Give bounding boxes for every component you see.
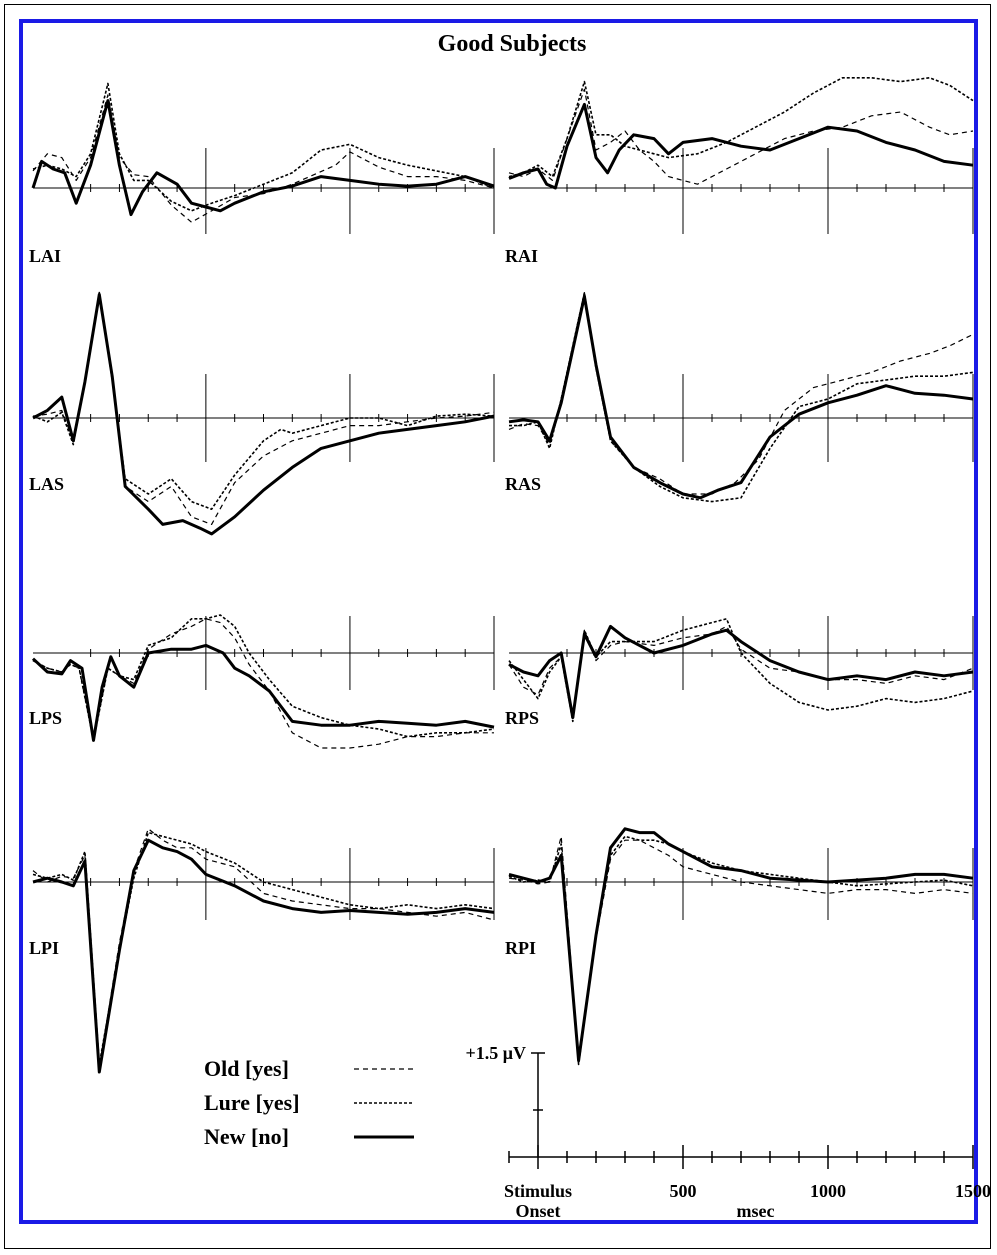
scale-bar-label: +1.5 μV xyxy=(466,1043,526,1063)
legend: Old [yes] Lure [yes] New [no] xyxy=(204,1056,414,1149)
series-old-line xyxy=(32,828,495,1069)
panel-ras: RAS xyxy=(505,291,974,503)
panel-label: RPI xyxy=(505,938,536,958)
x-tick-sublabel: Onset xyxy=(516,1201,561,1221)
series-new-line xyxy=(508,294,974,500)
x-tick-label: Stimulus xyxy=(504,1181,572,1201)
series-lure-line xyxy=(32,614,495,742)
panel-lpi: LPI xyxy=(29,828,495,1074)
panel-label: LPI xyxy=(29,938,59,958)
figure-border xyxy=(19,19,978,1224)
legend-label: New [no] xyxy=(204,1124,289,1149)
series-old-line xyxy=(32,618,494,749)
x-tick-label: 1000 xyxy=(810,1181,846,1201)
series-new-line xyxy=(508,624,974,720)
outer-frame xyxy=(4,4,991,1249)
panel-label: LAS xyxy=(29,474,64,494)
series-old-line xyxy=(32,94,495,223)
series-old-line xyxy=(508,835,974,1062)
series-new-line xyxy=(508,102,974,190)
series-new-line xyxy=(508,827,974,1063)
panel-label: LPS xyxy=(29,708,62,728)
chart-title: Good Subjects xyxy=(438,31,587,57)
panel-las: LAS xyxy=(29,291,495,536)
panel-rai: RAI xyxy=(505,77,974,266)
panel-lps: LPS xyxy=(29,614,495,749)
series-new-line xyxy=(32,838,495,1074)
time-axis: Stimulus 500 1000 1500 Onset msec xyxy=(504,1145,991,1221)
panel-label: RAI xyxy=(505,246,538,266)
series-new-line xyxy=(32,293,495,536)
panel-rpi: RPI xyxy=(505,827,974,1066)
scale-bar: +1.5 μV xyxy=(466,1043,545,1157)
x-unit-label: msec xyxy=(737,1201,775,1221)
panel-label: LAI xyxy=(29,246,61,266)
panel-label: RPS xyxy=(505,708,539,728)
panel-rps: RPS xyxy=(505,616,974,728)
series-lure-line xyxy=(32,831,495,1066)
series-lure-line xyxy=(508,77,974,178)
x-tick-label: 1500 xyxy=(955,1181,991,1201)
series-new-line xyxy=(31,643,495,742)
panels: LAI RAI LAS RAS LPS RPS LPI RPI xyxy=(29,77,974,1074)
series-lure-line xyxy=(32,291,495,510)
series-lure-line xyxy=(508,618,974,723)
series-new-line xyxy=(31,99,495,217)
legend-label: Old [yes] xyxy=(204,1056,289,1081)
panel-lai: LAI xyxy=(29,82,495,266)
legend-label: Lure [yes] xyxy=(204,1090,300,1115)
series-old-line xyxy=(508,88,974,185)
x-tick-label: 500 xyxy=(670,1181,697,1201)
panel-label: RAS xyxy=(505,474,541,494)
